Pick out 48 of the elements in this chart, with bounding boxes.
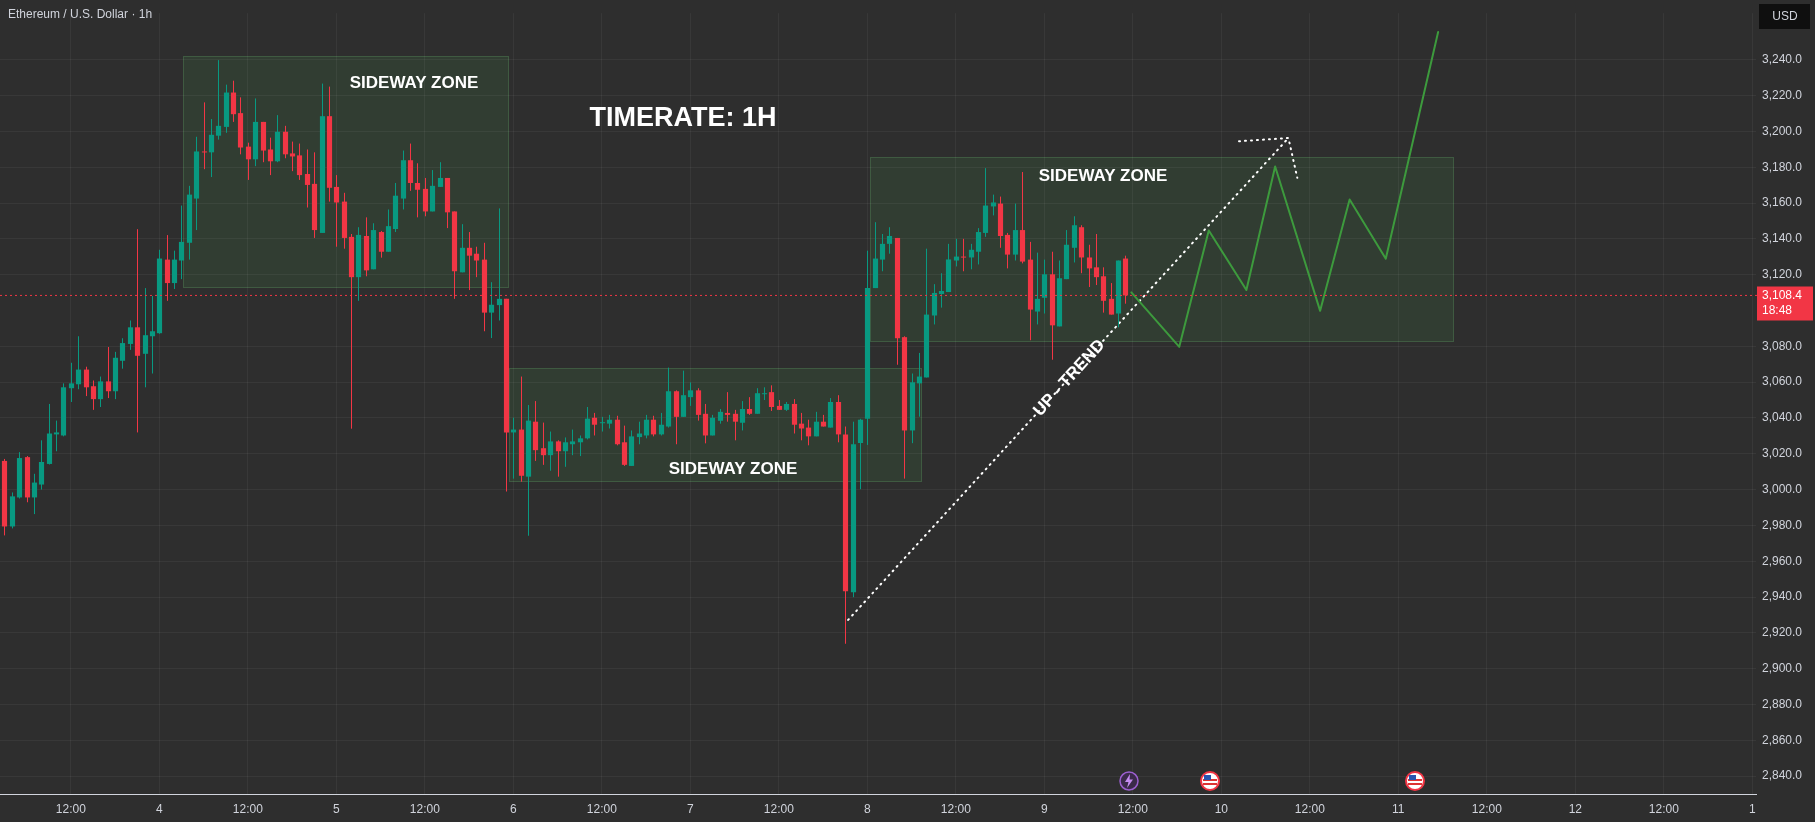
- y-tick-label: 3,000.0: [1762, 481, 1803, 496]
- y-tick-label: 3,180.0: [1762, 159, 1803, 174]
- x-tick-label: 12: [1568, 801, 1583, 816]
- y-tick-label: 3,020.0: [1762, 446, 1803, 461]
- y-tick-label: 3,080.0: [1762, 338, 1803, 353]
- y-tick-label: 2,900.0: [1762, 660, 1803, 675]
- y-tick-label: 3,120.0: [1762, 266, 1803, 281]
- x-tick-label: 12:00: [55, 801, 87, 816]
- x-tick-label: 12:00: [763, 801, 795, 816]
- text: TIMERATE: 1H: [589, 102, 777, 133]
- text: USD: [1772, 9, 1798, 24]
- x-tick-label: 12:00: [1294, 801, 1326, 816]
- x-tick-label: 6: [509, 801, 517, 816]
- y-tick-label: 3,200.0: [1762, 123, 1803, 138]
- x-tick-label: 12:00: [1117, 801, 1149, 816]
- y-tick-label: 3,060.0: [1762, 374, 1803, 389]
- y-tick-label: 3,220.0: [1762, 87, 1803, 102]
- annotation: SIDEWAY ZONE: [349, 72, 479, 92]
- annotation: SIDEWAY ZONE: [1038, 165, 1168, 185]
- x-tick-label: 5: [332, 801, 340, 816]
- y-tick-label: 3,160.0: [1762, 195, 1803, 210]
- x-tick-label: 11: [1392, 801, 1405, 816]
- y-tick-label: 3,040.0: [1762, 410, 1803, 425]
- x-tick-label: 12:00: [409, 801, 441, 816]
- y-tick-label: 2,940.0: [1762, 589, 1803, 604]
- x-tick-label: 12:00: [1471, 801, 1503, 816]
- x-tick-label: 12:00: [1648, 801, 1680, 816]
- y-tick-label: 2,860.0: [1762, 732, 1803, 747]
- y-tick-label: 2,920.0: [1762, 625, 1803, 640]
- ref-line-label: 3,108.4: [1762, 287, 1803, 302]
- y-tick-label: 2,880.0: [1762, 696, 1803, 711]
- y-tick-label: 2,980.0: [1762, 517, 1803, 532]
- x-tick-label: 12:00: [940, 801, 972, 816]
- x-tick-label: 4: [155, 801, 163, 816]
- annotation: SIDEWAY ZONE: [668, 458, 798, 478]
- x-tick-label: 10: [1214, 801, 1229, 816]
- x-tick-label: 9: [1040, 801, 1048, 816]
- y-tick-label: 2,960.0: [1762, 553, 1803, 568]
- y-tick-label: 2,840.0: [1762, 768, 1803, 783]
- x-tick-label: 12:00: [232, 801, 264, 816]
- x-tick-label: 7: [686, 801, 694, 816]
- x-tick-label: 8: [863, 801, 871, 816]
- y-tick-label: 3,240.0: [1762, 52, 1803, 67]
- chart-title: Ethereum / U.S. Dollar · 1h: [8, 7, 153, 22]
- y-tick-label: 3,140.0: [1762, 231, 1803, 246]
- x-tick-label: 1: [1748, 801, 1756, 816]
- x-tick-label: 12:00: [586, 801, 618, 816]
- text: 18:48: [1762, 302, 1793, 317]
